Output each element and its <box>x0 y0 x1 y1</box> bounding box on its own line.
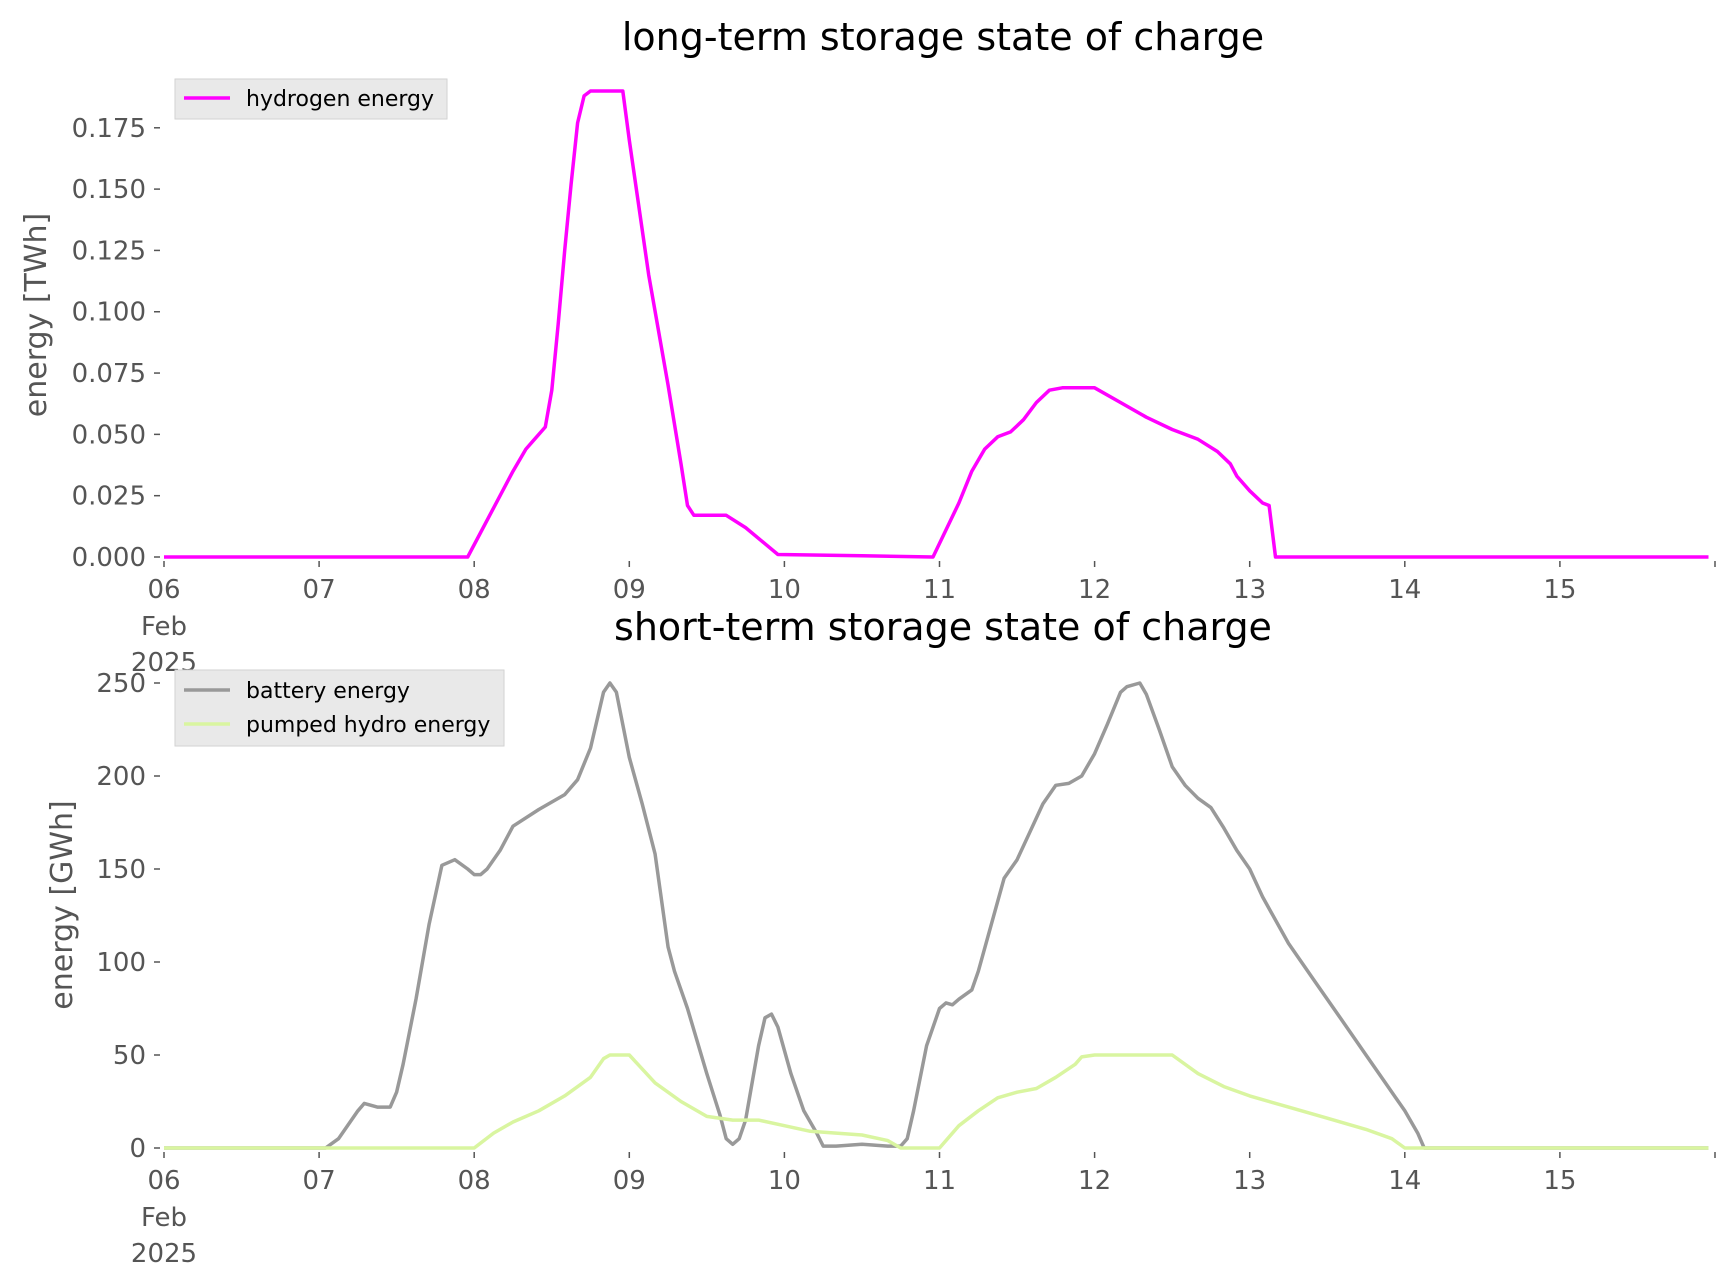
y-tick-label: 0.000 <box>72 543 146 573</box>
x-tick-label: 10 <box>768 1166 801 1196</box>
y-tick-label: 100 <box>96 948 146 978</box>
x-tick-label: 08 <box>458 1166 491 1196</box>
x-tick-sublabel: Feb <box>141 612 187 642</box>
x-tick-label: 06 <box>147 575 180 605</box>
long-term-ylabel: energy [TWh] <box>19 213 54 417</box>
y-tick-label: 50 <box>113 1041 146 1071</box>
y-tick-label: 0.075 <box>72 359 146 389</box>
x-tick-label: 11 <box>923 575 956 605</box>
short-term-panel: short-term storage state of charge energ… <box>45 605 1716 1269</box>
x-tick-label: 07 <box>303 575 336 605</box>
series-line-pumped-hydro-energy <box>164 1053 1709 1150</box>
long-term-lines <box>164 89 1709 559</box>
series-line-battery-energy <box>164 681 1709 1150</box>
short-term-lines <box>164 681 1709 1150</box>
x-tick-label: 07 <box>303 1166 336 1196</box>
x-tick-label: 12 <box>1078 1166 1111 1196</box>
long-term-axes: 0.000 0.025 0.050 0.075 0.100 0.125 0.150 0.175… <box>72 114 1716 678</box>
long-term-title: long-term storage state of charge <box>622 15 1264 59</box>
x-tick-label: 10 <box>768 575 801 605</box>
x-tick-label: 15 <box>1543 575 1576 605</box>
x-tick-label: 09 <box>613 1166 646 1196</box>
y-tick-label: 0.050 <box>72 420 146 450</box>
x-tick-label: 12 <box>1078 575 1111 605</box>
x-tick-label: 15 <box>1543 1166 1576 1196</box>
x-tick-label: 13 <box>1233 1166 1266 1196</box>
x-tick-label: 09 <box>613 575 646 605</box>
series-line-hydrogen-energy <box>164 89 1709 559</box>
x-tick-sublabel: Feb <box>141 1203 187 1233</box>
short-term-ylabel: energy [GWh] <box>45 800 80 1009</box>
long-term-panel: long-term storage state of charge energy… <box>19 15 1716 678</box>
legend-label-pumped-hydro-energy: pumped hydro energy <box>246 713 490 738</box>
y-tick-label: 250 <box>96 669 146 699</box>
y-tick-label: 0 <box>129 1134 146 1164</box>
y-tick-label: 0.125 <box>72 236 146 266</box>
legend-box <box>174 669 505 747</box>
short-term-title: short-term storage state of charge <box>614 605 1272 649</box>
x-tick-label: 13 <box>1233 575 1266 605</box>
short-term-axes: 0 50 100 150 200 250 06 Feb 2025 07 08 09 10 11 12 13 14… <box>96 669 1716 1269</box>
legend-label-battery-energy: battery energy <box>246 679 410 704</box>
x-tick-label: 14 <box>1388 575 1421 605</box>
x-tick-label: 11 <box>923 1166 956 1196</box>
y-tick-label: 0.025 <box>72 482 146 512</box>
y-tick-label: 200 <box>96 762 146 792</box>
legend-label-hydrogen-energy: hydrogen energy <box>246 87 434 112</box>
x-tick-label: 08 <box>458 575 491 605</box>
x-tick-label: 06 <box>147 1166 180 1196</box>
y-tick-label: 150 <box>96 855 146 885</box>
x-tick-label: 14 <box>1388 1166 1421 1196</box>
y-tick-label: 0.100 <box>72 298 146 328</box>
y-tick-label: 0.175 <box>72 114 146 144</box>
y-tick-label: 0.150 <box>72 175 146 205</box>
long-term-legend: hydrogen energy <box>174 78 448 120</box>
x-tick-sublabel: 2025 <box>131 1239 197 1269</box>
short-term-legend: battery energy pumped hydro energy <box>174 669 505 747</box>
